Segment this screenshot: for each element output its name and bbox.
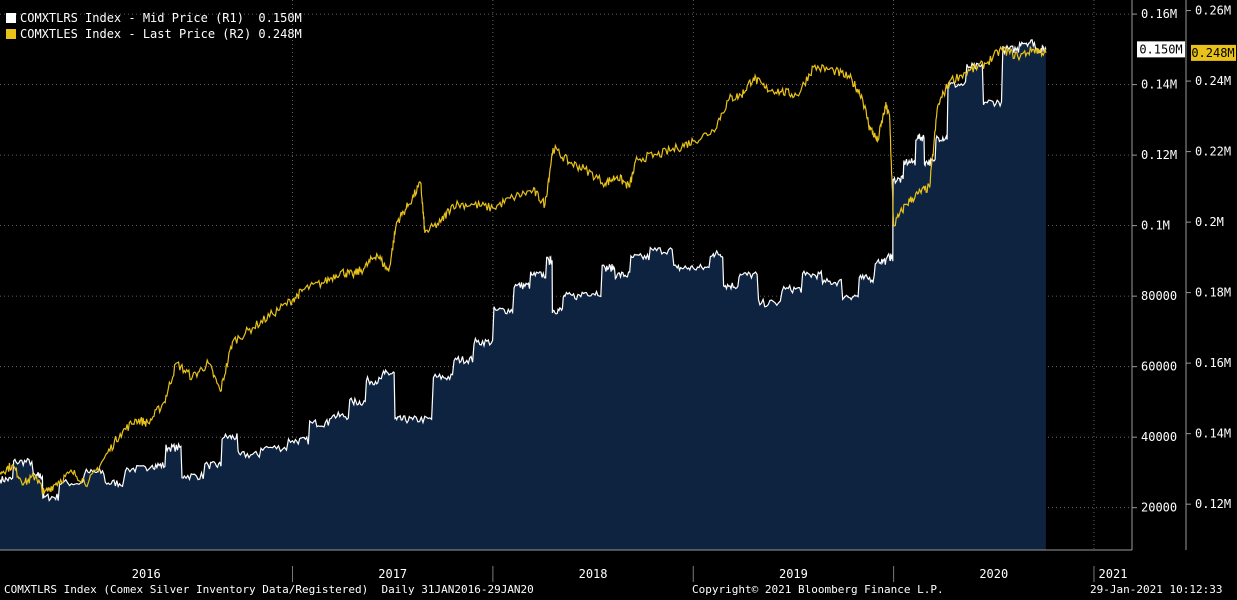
r1-tick-label: 20000 [1141,501,1177,515]
legend-swatch-mid-price [6,13,16,23]
mid-price-area [0,39,1046,551]
r1-tick-label: 40000 [1141,430,1177,444]
x-tick-label-2020: 2020 [979,567,1008,581]
legend-item-last-price: COMXTLES Index - Last Price (R2) 0.248M [6,26,302,42]
r2-tick-label: 0.24M [1195,74,1231,88]
last-price-last-tag: 0.248M [1191,46,1234,60]
last-price-last-tag-box [1191,44,1236,61]
r1-tick-label: 0.16M [1141,7,1177,21]
r2-tick-label: 0.14M [1195,427,1231,441]
legend: COMXTLRS Index - Mid Price (R1) 0.150M C… [6,10,302,42]
legend-item-mid-price: COMXTLRS Index - Mid Price (R1) 0.150M [6,10,302,26]
r2-tick-label: 0.16M [1195,356,1231,370]
axes [0,0,1187,551]
r2-tick-label: 0.26M [1195,4,1231,18]
r1-tick-label: 60000 [1141,360,1177,374]
legend-label-mid-price: COMXTLRS Index - Mid Price (R1) [20,11,244,25]
r2-tick-label: 0.18M [1195,286,1231,300]
r1-tick-label: 0.1M [1141,219,1170,233]
x-tick-label-2021: 2021 [1099,567,1128,581]
legend-value-mid-price: 0.150M [258,11,302,25]
mid-price-last-tag: 0.150M [1139,42,1182,56]
legend-swatch-last-price [6,29,16,39]
r1-tick-label: 0.14M [1141,78,1177,92]
footer-timestamp: 29-Jan-2021 10:12:33 [1090,583,1223,596]
legend-value-last-price: 0.248M [258,27,302,41]
footer-description: COMXTLRS Index (Comex Silver Inventory D… [4,583,534,596]
mid-price-line [0,39,1047,502]
r1-axis-labels: 20000 40000 60000 80000 0.1M 0.12M 0.14M 0.16M [1132,7,1177,515]
r2-axis-labels: 0.12M 0.14M 0.16M 0.18M 0.2M 0.22M 0.24M 0.26M [1186,4,1231,511]
x-axis-labels: 2016 2017 2018 2019 2020 2021 [132,566,1128,582]
x-tick-label-2019: 2019 [779,567,808,581]
last-price-line [0,45,1047,495]
r2-tick-label: 0.2M [1195,215,1224,229]
last-value-tags: 0.150M 0.248M [1137,41,1236,61]
r2-tick-label: 0.12M [1195,497,1231,511]
footer-copyright: Copyright© 2021 Bloomberg Finance L.P. [692,583,944,596]
mid-price-last-tag-box [1137,41,1185,58]
r1-tick-label: 80000 [1141,289,1177,303]
x-tick-label-2017: 2017 [378,567,407,581]
x-tick-label-2016: 2016 [132,567,161,581]
r2-tick-label: 0.22M [1195,145,1231,159]
r1-tick-label: 0.12M [1141,148,1177,162]
x-tick-label-2018: 2018 [579,567,608,581]
legend-label-last-price: COMXTLES Index - Last Price (R2) [20,27,252,41]
